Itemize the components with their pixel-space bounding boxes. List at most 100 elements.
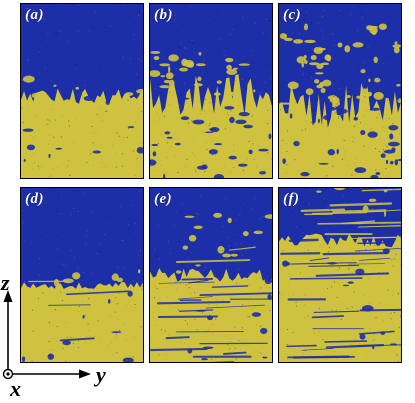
speckle bbox=[235, 219, 236, 221]
speckle bbox=[62, 264, 64, 266]
yellow-island bbox=[168, 65, 171, 73]
yellow-island bbox=[165, 72, 174, 80]
speckle bbox=[92, 164, 94, 166]
speckle bbox=[181, 43, 183, 45]
speckle bbox=[199, 64, 201, 65]
speckle bbox=[305, 14, 307, 16]
yellow-island bbox=[366, 25, 374, 31]
speckle bbox=[317, 5, 319, 7]
shear-streak bbox=[313, 310, 360, 314]
speckle bbox=[259, 218, 261, 220]
yellow-island bbox=[193, 225, 203, 230]
speckle bbox=[374, 148, 376, 150]
speckle bbox=[88, 305, 90, 307]
speckle bbox=[321, 122, 323, 124]
speckle bbox=[323, 197, 325, 199]
speckle bbox=[379, 276, 381, 278]
shear-streak bbox=[286, 344, 317, 348]
speckle bbox=[383, 236, 385, 238]
speckle bbox=[125, 339, 127, 341]
speckle bbox=[138, 266, 140, 268]
speckle bbox=[234, 160, 236, 162]
speckle bbox=[280, 293, 282, 295]
speckle bbox=[393, 188, 395, 190]
blue-island bbox=[360, 129, 366, 136]
speckle bbox=[164, 73, 166, 75]
speckle bbox=[157, 143, 159, 144]
speckle bbox=[152, 317, 154, 319]
speckle bbox=[398, 326, 400, 328]
speckle bbox=[66, 41, 68, 43]
speckle bbox=[375, 169, 377, 171]
speckle bbox=[396, 354, 398, 356]
speckle bbox=[304, 317, 306, 319]
speckle bbox=[353, 137, 355, 139]
yellow-island bbox=[226, 69, 238, 75]
speckle bbox=[95, 132, 97, 134]
speckle bbox=[368, 221, 370, 223]
speckle bbox=[38, 167, 40, 169]
speckle bbox=[299, 33, 301, 35]
panel-f: (f) bbox=[278, 187, 402, 363]
shear-streak bbox=[357, 209, 401, 213]
speckle bbox=[74, 68, 76, 70]
blue-island bbox=[268, 133, 272, 140]
speckle bbox=[56, 326, 58, 328]
blue-island bbox=[251, 312, 262, 317]
speckle bbox=[204, 110, 206, 112]
speckle bbox=[174, 154, 176, 156]
speckle bbox=[60, 29, 62, 31]
speckle bbox=[77, 30, 79, 32]
speckle bbox=[347, 91, 349, 92]
speckle bbox=[303, 238, 305, 240]
speckle bbox=[342, 279, 344, 281]
yellow-island bbox=[373, 91, 384, 100]
speckle bbox=[342, 79, 344, 81]
speckle bbox=[390, 44, 392, 46]
speckle bbox=[203, 60, 205, 62]
panel-c-image bbox=[279, 4, 401, 178]
speckle bbox=[366, 308, 368, 310]
speckle bbox=[22, 14, 24, 16]
speckle bbox=[241, 49, 243, 51]
speckle bbox=[267, 25, 269, 27]
speckle bbox=[264, 88, 266, 90]
speckle bbox=[209, 122, 211, 124]
speckle bbox=[291, 194, 293, 196]
speckle bbox=[333, 44, 335, 46]
speckle bbox=[155, 254, 157, 256]
speckle bbox=[367, 354, 369, 356]
speckle bbox=[305, 203, 307, 205]
blue-island bbox=[369, 107, 381, 111]
y-axis-label: y bbox=[93, 362, 106, 387]
speckle bbox=[197, 298, 199, 300]
speckle bbox=[79, 14, 81, 16]
speckle bbox=[184, 47, 186, 49]
speckle bbox=[190, 251, 192, 253]
speckle bbox=[33, 19, 35, 21]
speckle bbox=[105, 110, 107, 112]
speckle bbox=[141, 289, 143, 291]
speckle bbox=[169, 104, 171, 106]
speckle bbox=[111, 76, 113, 78]
blue-island bbox=[248, 149, 253, 155]
speckle bbox=[248, 316, 250, 318]
speckle bbox=[154, 88, 156, 90]
speckle bbox=[392, 265, 394, 267]
yellow-island bbox=[368, 198, 377, 203]
speckle bbox=[372, 34, 374, 36]
speckle bbox=[186, 158, 188, 160]
speckle bbox=[256, 71, 258, 73]
speckle bbox=[311, 22, 313, 24]
blue-island bbox=[336, 108, 348, 114]
speckle bbox=[225, 15, 227, 17]
speckle bbox=[112, 274, 114, 276]
speckle bbox=[233, 144, 235, 146]
speckle bbox=[331, 309, 333, 311]
speckle bbox=[70, 280, 72, 282]
speckle bbox=[222, 241, 224, 243]
speckle bbox=[126, 359, 128, 361]
panel-c-label: (c) bbox=[283, 7, 302, 23]
speckle bbox=[229, 245, 231, 247]
speckle bbox=[340, 114, 342, 116]
